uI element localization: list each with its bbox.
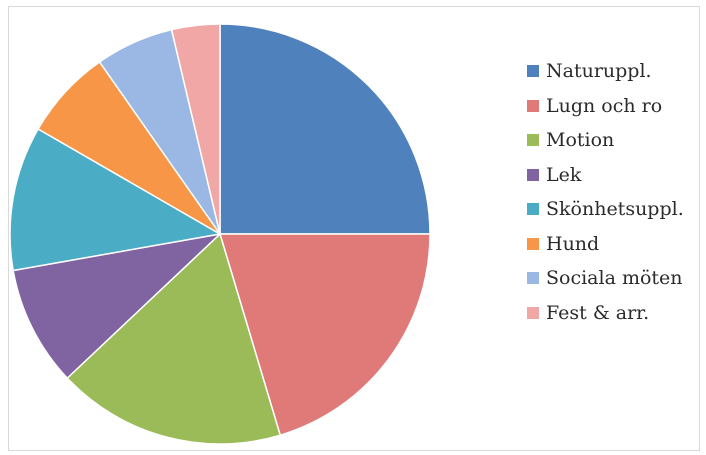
- legend-label: Lugn och ro: [546, 94, 663, 117]
- legend-label: Hund: [546, 232, 600, 255]
- pie-slice-8: [170, 23, 221, 235]
- legend-item: Skönhetsuppl.: [527, 192, 684, 227]
- legend-label: Sociala möten: [546, 267, 683, 290]
- legend-swatch: [527, 203, 539, 216]
- legend-item: Lek: [527, 158, 684, 193]
- pie-slice-5: [9, 127, 223, 272]
- pie-slice-2: [218, 233, 431, 437]
- legend-item: Motion: [527, 123, 684, 158]
- legend-label: Fest & arr.: [546, 301, 650, 324]
- legend-swatch: [527, 65, 539, 78]
- legend-swatch: [527, 272, 539, 285]
- legend-item: Hund: [527, 227, 684, 262]
- pie-slice-3: [66, 232, 282, 445]
- legend-swatch: [527, 237, 539, 250]
- legend-swatch: [527, 306, 539, 319]
- legend-swatch: [527, 168, 539, 181]
- legend-label: Skönhetsuppl.: [546, 198, 684, 221]
- legend-item: Lugn och ro: [527, 89, 684, 124]
- legend-item: Fest & arr.: [527, 296, 684, 331]
- legend-item: Sociala möten: [527, 261, 684, 296]
- pie-slice-1: [219, 23, 431, 235]
- legend-label: Motion: [546, 129, 615, 152]
- legend-swatch: [527, 99, 539, 112]
- legend-swatch: [527, 134, 539, 147]
- legend-label: Naturuppl.: [546, 60, 652, 83]
- legend-label: Lek: [546, 163, 582, 186]
- legend-item: Naturuppl.: [527, 54, 684, 89]
- legend: Naturuppl. Lugn och ro Motion Lek Skönhe…: [527, 54, 684, 330]
- pie-slice-4: [12, 232, 223, 380]
